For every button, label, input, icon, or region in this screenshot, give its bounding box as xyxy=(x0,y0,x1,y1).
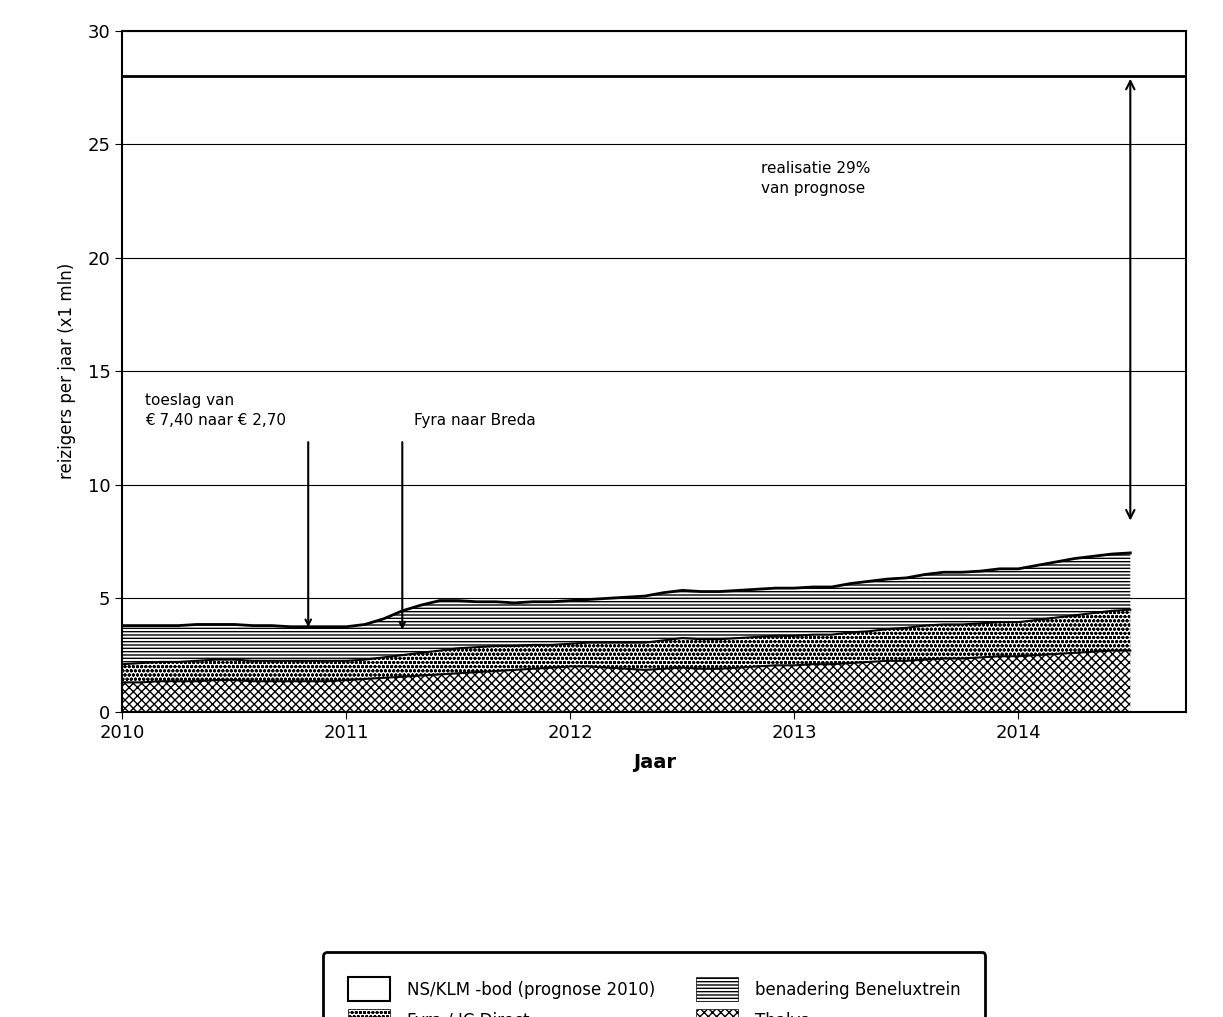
X-axis label: Jaar: Jaar xyxy=(632,753,676,772)
Text: realisatie 29%
van prognose: realisatie 29% van prognose xyxy=(761,161,870,195)
Y-axis label: reizigers per jaar (x1 mln): reizigers per jaar (x1 mln) xyxy=(59,263,76,479)
Text: Fyra naar Breda: Fyra naar Breda xyxy=(413,413,536,428)
Text: toeslag van
€ 7,40 naar € 2,70: toeslag van € 7,40 naar € 2,70 xyxy=(144,394,286,428)
Legend: NS/KLM -bod (prognose 2010), Fyra / IC Direct, benadering Beneluxtrein, Thalys: NS/KLM -bod (prognose 2010), Fyra / IC D… xyxy=(323,952,986,1017)
